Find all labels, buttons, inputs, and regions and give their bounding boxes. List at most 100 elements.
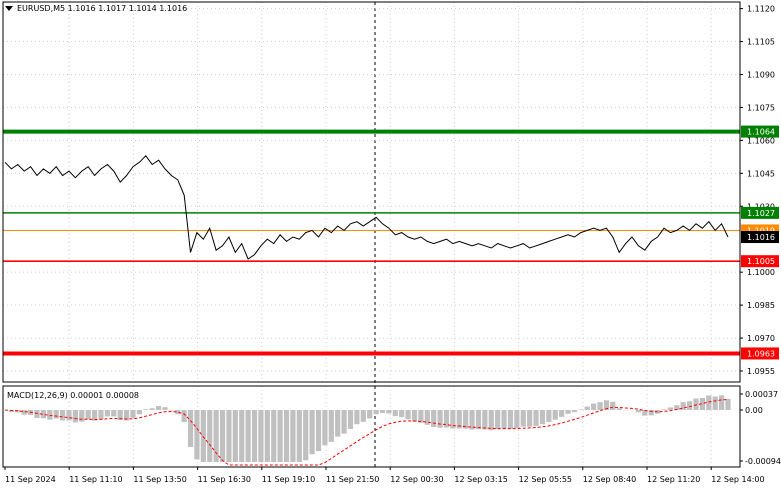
macd-histogram-bar [603,400,610,410]
time-axis-label: 11 Sep 13:50 [133,475,186,484]
macd-histogram-bar [373,410,379,415]
level-lines [3,129,740,356]
macd-histogram-bar [194,410,200,460]
price-axis-label: 1.0985 [747,301,775,310]
macd-histogram-bar [85,410,91,420]
macd-histogram-bar [264,410,270,462]
price-axis: 1.1120 1.1105 1.1090 1.1075 1.1060 1.1045 1.10… [740,5,779,376]
macd-histogram-bar [207,410,213,462]
macd-histogram-bar [667,407,674,410]
macd-histogram-bar [411,410,418,422]
macd-histogram-bar [8,410,14,413]
macd-histogram-bar [456,410,462,429]
price-axis-label: 1.0970 [747,334,775,343]
level-label: 1.1027 [747,209,775,218]
macd-histogram-bar [155,406,162,410]
macd-histogram-bar [123,410,130,421]
macd-histogram-bar [693,398,699,410]
macd-histogram-bar [399,410,405,418]
macd-histogram-bar [501,410,507,429]
macd-histogram-bar [674,405,680,410]
macd-histogram-bar [360,410,366,422]
price-axis-label: 1.1075 [747,103,775,112]
macd-histogram-bar [347,410,354,429]
macd-histogram-bar [136,410,142,415]
macd-histogram-bar [296,410,302,462]
macd-histogram-bar [642,410,648,416]
macd-histogram-bar [354,410,360,425]
macd-histogram-bar [482,410,488,430]
time-axis-label: 12 Sep 11:20 [647,475,700,484]
macd-histogram-bar [98,410,104,420]
time-axis-label: 11 Sep 16:30 [198,475,251,484]
macd-histogram-bar [520,410,526,427]
macd-histogram-bar [181,410,187,423]
time-axis-label: 12 Sep 00:30 [390,475,443,484]
macd-histogram-bar [469,410,475,430]
macd-histogram-bar [309,410,315,455]
time-axis: 11 Sep 2024 11 Sep 11:10 11 Sep 13:50 11 Se… [4,467,765,484]
macd-histogram-bar [303,410,309,461]
symbol-label: EURUSD,M5 [17,4,66,13]
macd-histogram-bar [213,410,219,462]
macd-histogram-bar [680,402,686,410]
macd-histogram-bar [59,410,66,421]
level-label-bg [741,125,779,138]
macd-histogram-bar [584,406,590,410]
macd-histogram-bar [239,410,245,462]
macd-histogram-bar [661,409,667,410]
chart-frames [2,1,741,468]
macd-histogram-bar [687,401,693,410]
macd-histogram-bar [475,410,482,430]
macd-histogram-bar [341,410,347,434]
macd-histogram-bar [143,409,149,410]
macd-histogram-bar [251,410,258,462]
macd-histogram-bar [328,410,334,442]
macd-histogram-bar [514,410,520,429]
level-label-bg [741,255,779,268]
macd-panel-frame [2,385,741,468]
macd-histogram-bar [424,410,430,425]
time-axis-label: 12 Sep 03:15 [454,475,507,484]
macd-histogram-bar [533,410,539,426]
macd-histogram-bar [175,410,181,415]
macd-histogram-bar [655,410,661,414]
level-label: 1.1064 [747,128,775,137]
price-axis-label: 1.1045 [747,169,775,178]
macd-histogram-bar [578,409,584,410]
macd-histogram-bar [149,408,155,410]
macd-histogram-bar [418,410,424,423]
price-line [4,155,729,260]
macd-histogram-bar [463,410,469,429]
price-axis-label: 1.1105 [747,38,775,47]
macd-histogram-bar [597,402,603,410]
macd-histogram-bar [271,410,277,462]
macd-histogram-bar [488,410,494,431]
macd-histogram-bar [507,410,514,429]
level-label: 1.1019 [747,226,775,235]
macd-histogram-bar [635,410,642,413]
macd-label: MACD(12,26,9) 0.00001 0.00008 [7,391,140,400]
macd-histogram-bar [79,410,85,422]
macd-histogram-bar [34,410,40,419]
macd-histogram-bar [72,410,78,423]
macd-histogram-bar [559,410,565,417]
macd-histogram-bar [200,410,206,462]
ohlc-values: 1.1016 1.1017 1.1014 1.1016 [67,4,188,13]
macd-histogram-bar [392,410,398,416]
time-axis-label: 11 Sep 19:10 [262,475,315,484]
symbol-header: EURUSD,M5 1.1016 1.1017 1.1014 1.1016 [5,4,187,13]
chevron-down-icon[interactable] [5,6,13,11]
macd-histogram-bar [610,401,616,410]
macd-histogram-bar [47,410,53,420]
level-label: 1.0963 [747,349,775,358]
time-axis-label: 11 Sep 21:50 [326,475,379,484]
macd-histogram-bar [335,410,341,437]
macd-histogram-bar [527,410,533,427]
macd-histogram-bar [437,410,443,428]
macd-axis: 0.00037 0.00 -0.00094 [740,390,781,466]
time-axis-label: 12 Sep 08:40 [583,475,636,484]
price-axis-label: 1.1120 [747,5,775,14]
macd-histogram-bar [616,408,622,410]
